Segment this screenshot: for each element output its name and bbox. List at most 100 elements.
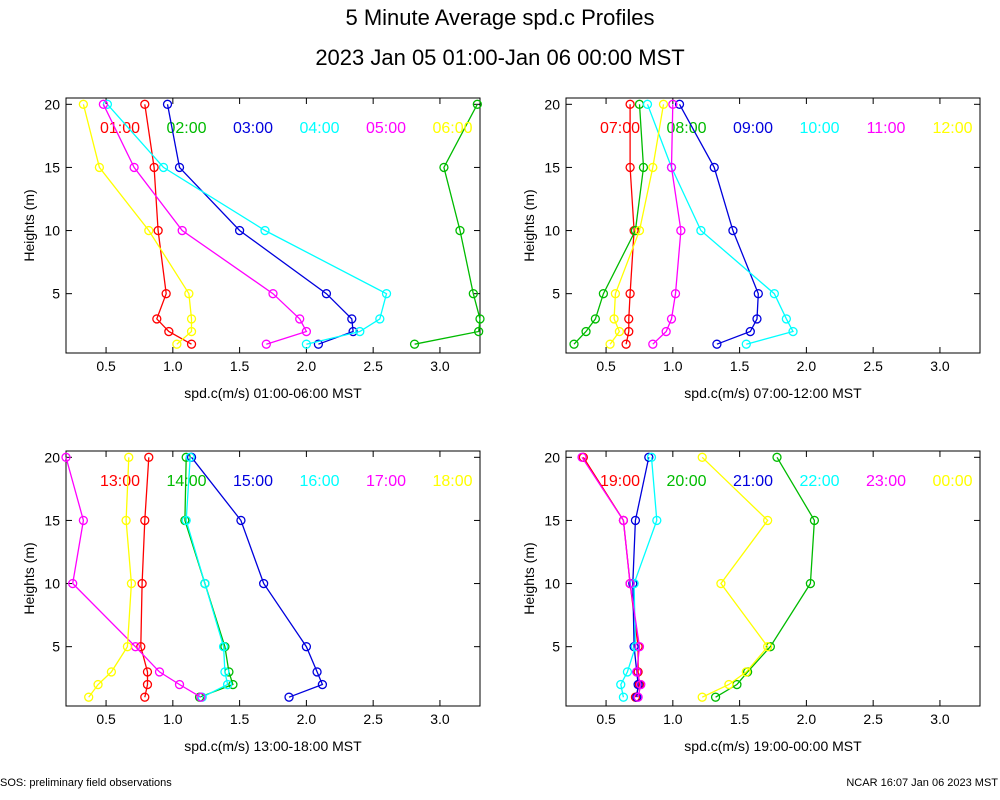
y-tick-label: 15 [44,512,60,528]
data-point [98,99,109,109]
y-tick-label: 10 [544,223,560,239]
data-point [674,99,685,109]
data-point [809,515,820,526]
data-point [468,289,478,299]
profile-panel-4: 0.5 1.0 1.5 2.0 2.5 3.0 5 10 15 20 spd.c(m/s) 19:0… [521,449,981,754]
data-point [696,225,706,236]
y-axis-label: Heights (m) [521,189,537,261]
legend-label: 22:00 [799,473,839,490]
series-line-0700 [625,104,635,345]
data-point [788,326,798,337]
y-tick-label: 5 [52,639,60,655]
series-line-2300 [581,456,642,698]
series-line-1000 [646,104,794,345]
profile-panel-2: 0.5 1.0 1.5 2.0 2.5 3.0 5 10 15 20 spd.c(m/s) 07:0… [521,96,981,401]
data-point [670,289,681,299]
data-point [618,692,629,702]
series-line-0500 [102,104,308,345]
data-point [763,515,773,526]
data-point [652,515,662,526]
data-point [439,162,449,173]
data-point [634,642,645,652]
y-tick-label: 20 [44,96,60,112]
data-point [598,289,609,299]
x-axis-label: spd.c(m/s) 19:00-00:00 MST [684,738,862,754]
series-line-0900 [678,103,759,345]
series-line-0000 [701,456,769,698]
data-point [581,326,591,337]
series-line-1400 [184,457,234,698]
data-point [174,679,185,690]
y-tick-label: 15 [544,512,560,528]
data-point [94,162,105,173]
data-point [622,667,633,677]
data-point [142,679,153,690]
data-point [152,314,162,324]
data-point [765,642,775,652]
legend-label: 02:00 [166,120,206,137]
data-point [753,289,763,299]
y-axis-label: Heights (m) [21,542,37,614]
data-point [638,162,649,173]
legend-label: 12:00 [932,120,972,137]
x-axis-label: spd.c(m/s) 07:00-12:00 MST [684,385,862,401]
legend-label: 23:00 [866,473,906,490]
x-tick-label: 1.0 [163,711,183,727]
legend-label: 10:00 [799,120,839,137]
legend-label: 17:00 [366,473,406,490]
data-point [61,452,71,462]
legend-label: 13:00 [100,473,140,490]
data-point [710,692,721,702]
legend-label: 01:00 [100,120,140,137]
data-point [218,642,229,652]
data-point [172,339,182,349]
y-axis-label: Heights (m) [521,542,537,614]
series-line-1100 [652,104,682,345]
data-point [142,667,153,677]
series-line-2000 [715,456,816,698]
x-tick-label: 1.5 [730,711,750,727]
chart-subtitle: 2023 Jan 05 01:00-Jan 06 00:00 MST [315,45,685,70]
data-point [633,692,643,702]
x-tick-label: 2.5 [863,711,883,727]
data-point [174,162,185,173]
y-axis-label: Heights (m) [21,189,37,261]
data-point [124,452,134,462]
data-point [228,679,238,690]
data-point [474,326,484,337]
data-point [222,679,233,690]
series-line-2200 [620,457,658,698]
x-tick-label: 2.0 [797,711,817,727]
x-tick-label: 2.5 [363,711,383,727]
data-point [741,339,751,349]
data-point [661,326,671,337]
y-tick-label: 5 [52,286,60,302]
series-line-1200 [609,104,665,345]
legend-label: 03:00 [233,120,273,137]
data-point [625,578,635,589]
data-point [769,289,779,299]
data-point [745,326,755,337]
y-tick-label: 5 [552,286,560,302]
data-point [301,642,312,652]
data-point [648,339,658,349]
data-point [618,515,629,526]
x-tick-label: 3.0 [430,711,450,727]
profile-panel-1: 0.5 1.0 1.5 2.0 2.5 3.0 5 10 15 20 spd.c(m/s) 01:0… [21,96,485,401]
data-point [121,515,131,526]
data-point [712,339,722,349]
data-point [642,99,653,109]
y-tick-label: 15 [544,159,560,175]
data-point [68,578,78,589]
data-point [624,326,634,337]
legend-label: 06:00 [432,120,472,137]
data-point [772,452,782,462]
data-point [84,692,94,702]
legend-label: 20:00 [666,473,706,490]
plot-frame [65,97,481,354]
data-point [317,679,328,690]
data-point [140,692,150,702]
data-point [106,667,117,677]
data-point [186,326,197,337]
